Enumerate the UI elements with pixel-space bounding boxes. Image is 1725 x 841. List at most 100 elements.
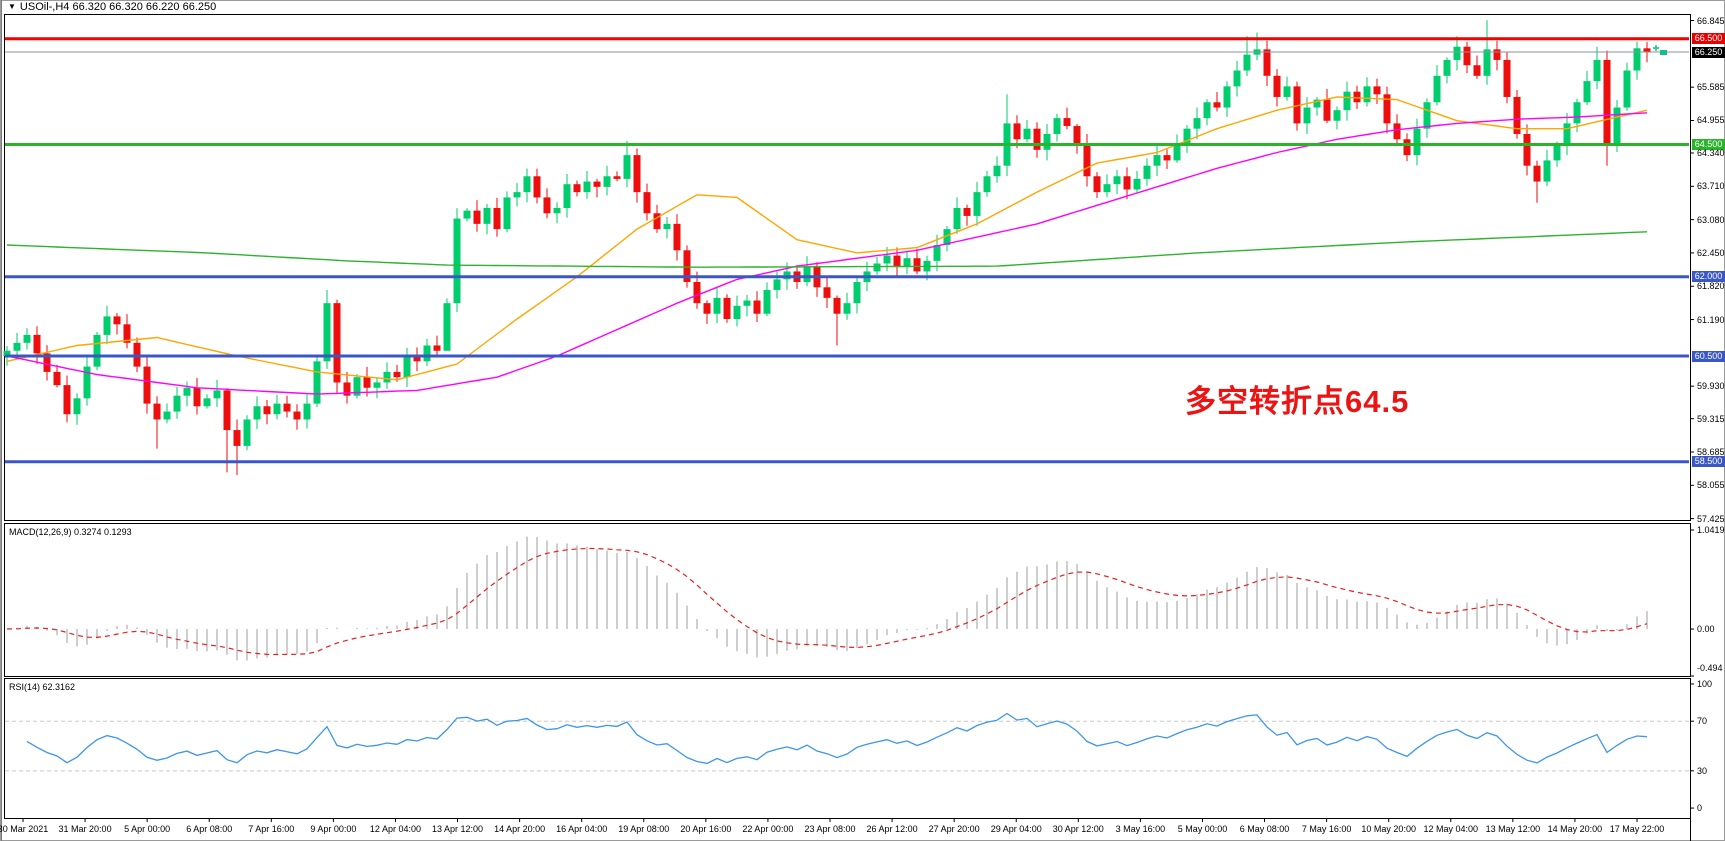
candle-body xyxy=(1643,48,1651,53)
rsi-pane-frame xyxy=(4,678,1691,819)
candle-body xyxy=(493,207,501,230)
time-axis-label: 23 Apr 08:00 xyxy=(804,824,856,834)
time-axis-label: 27 Apr 20:00 xyxy=(928,824,980,834)
rsi-axis-label: 70 xyxy=(1697,716,1708,727)
chart-title-text: USOil-,H4 66.320 66.320 66.220 66.250 xyxy=(19,1,217,13)
candle-body xyxy=(1413,128,1421,156)
candle-body xyxy=(273,403,281,415)
candle-body xyxy=(303,403,311,420)
candle-body xyxy=(113,316,121,325)
candle-body xyxy=(1293,86,1301,124)
candle-body xyxy=(253,406,261,420)
candle-body xyxy=(1483,49,1491,76)
horizontal-level-lines[interactable] xyxy=(5,37,1689,464)
candle-body xyxy=(903,258,911,267)
candle-body xyxy=(193,387,201,407)
candle-body xyxy=(1333,110,1341,121)
candle-body xyxy=(1343,91,1351,111)
candle-body xyxy=(1173,144,1181,161)
candle-body xyxy=(723,297,731,320)
candle-body xyxy=(1133,178,1141,190)
candle-body xyxy=(1633,48,1641,71)
price-axis-label: 58.055 xyxy=(1697,480,1725,491)
time-axis-label: 22 Apr 00:00 xyxy=(742,824,794,834)
candle-body xyxy=(1533,165,1541,182)
candle-body xyxy=(1613,107,1621,145)
candle-body xyxy=(1583,81,1591,103)
candle-body xyxy=(103,316,111,335)
candle-body xyxy=(83,366,91,399)
candle-body xyxy=(1063,118,1071,127)
candle-body xyxy=(1623,70,1631,108)
candle-body xyxy=(1323,99,1331,121)
candle-body xyxy=(343,382,351,396)
candle-body xyxy=(183,387,191,396)
price-axis-label: 62.450 xyxy=(1697,247,1725,258)
candle-body xyxy=(1123,176,1131,190)
candle-body xyxy=(1103,184,1111,193)
candle-body xyxy=(163,411,171,420)
macd-signal-line xyxy=(6,547,1648,656)
candle-body xyxy=(843,303,851,314)
time-axis-label: 16 Apr 04:00 xyxy=(556,824,608,834)
price-axis-label: 59.315 xyxy=(1697,413,1725,424)
symbol-dropdown-icon[interactable]: ▼ xyxy=(8,2,16,11)
mid-ma-magenta xyxy=(6,112,1648,395)
candle-body xyxy=(643,192,651,214)
price-line-badge: 60.500 xyxy=(1692,350,1725,362)
time-axis-label: 31 Mar 20:00 xyxy=(58,824,112,834)
time-axis-label: 12 May 04:00 xyxy=(1423,824,1479,834)
candle-body xyxy=(1603,59,1611,145)
candle-body xyxy=(1393,123,1401,140)
time-axis-label: 29 Apr 04:00 xyxy=(990,824,1042,834)
time-axis-label: 10 May 20:00 xyxy=(1361,824,1416,834)
rsi-pane[interactable] xyxy=(5,712,1689,772)
candle-body xyxy=(463,210,471,219)
candle-body xyxy=(943,229,951,245)
candle-body xyxy=(1223,86,1231,108)
price-axis-label: 64.955 xyxy=(1697,115,1725,126)
candle-body xyxy=(503,197,511,230)
moving-average-lines xyxy=(6,96,1648,395)
time-axis-label: 30 Mar 2021 xyxy=(0,824,49,834)
candle-body xyxy=(933,245,941,261)
candle-body xyxy=(1453,46,1461,60)
candle-body xyxy=(323,303,331,362)
rsi-line xyxy=(26,712,1648,765)
candle-body xyxy=(483,207,491,224)
candlestick-series[interactable] xyxy=(3,20,1651,475)
candle-body xyxy=(563,184,571,208)
candle-body xyxy=(53,371,61,386)
candle-body xyxy=(413,356,421,362)
price-axis-label: 63.080 xyxy=(1697,214,1725,225)
time-axis-label: 6 Apr 08:00 xyxy=(186,824,233,834)
candle-body xyxy=(1353,91,1361,103)
macd-axis-label: -0.494 xyxy=(1697,663,1723,673)
candle-body xyxy=(833,297,841,314)
candle-body xyxy=(1303,107,1311,124)
candle-body xyxy=(1113,176,1121,185)
candle-body xyxy=(363,377,371,388)
macd-pane[interactable] xyxy=(6,536,1648,661)
candle-body xyxy=(283,403,291,412)
time-axis-label: 13 May 12:00 xyxy=(1485,824,1541,834)
candle-body xyxy=(423,345,431,362)
candle-body xyxy=(1203,102,1211,119)
candle-body xyxy=(313,361,321,404)
candle-body xyxy=(1473,65,1481,76)
candle-body xyxy=(1573,102,1581,124)
candle-body xyxy=(993,165,1001,177)
rsi-axis-label: 0 xyxy=(1697,803,1703,814)
time-axis-label: 20 Apr 16:00 xyxy=(680,824,732,834)
time-axis-label: 7 May 16:00 xyxy=(1301,824,1352,834)
price-axis-label: 65.585 xyxy=(1697,82,1725,93)
candle-body xyxy=(93,334,101,367)
candle-body xyxy=(23,334,31,343)
price-axis-label: 59.930 xyxy=(1697,381,1725,392)
candle-body xyxy=(1013,123,1021,140)
price-plus-marker xyxy=(1653,45,1659,51)
price-line-badge: 66.500 xyxy=(1692,33,1725,45)
candle-body xyxy=(473,210,481,224)
candle-body xyxy=(553,207,561,214)
